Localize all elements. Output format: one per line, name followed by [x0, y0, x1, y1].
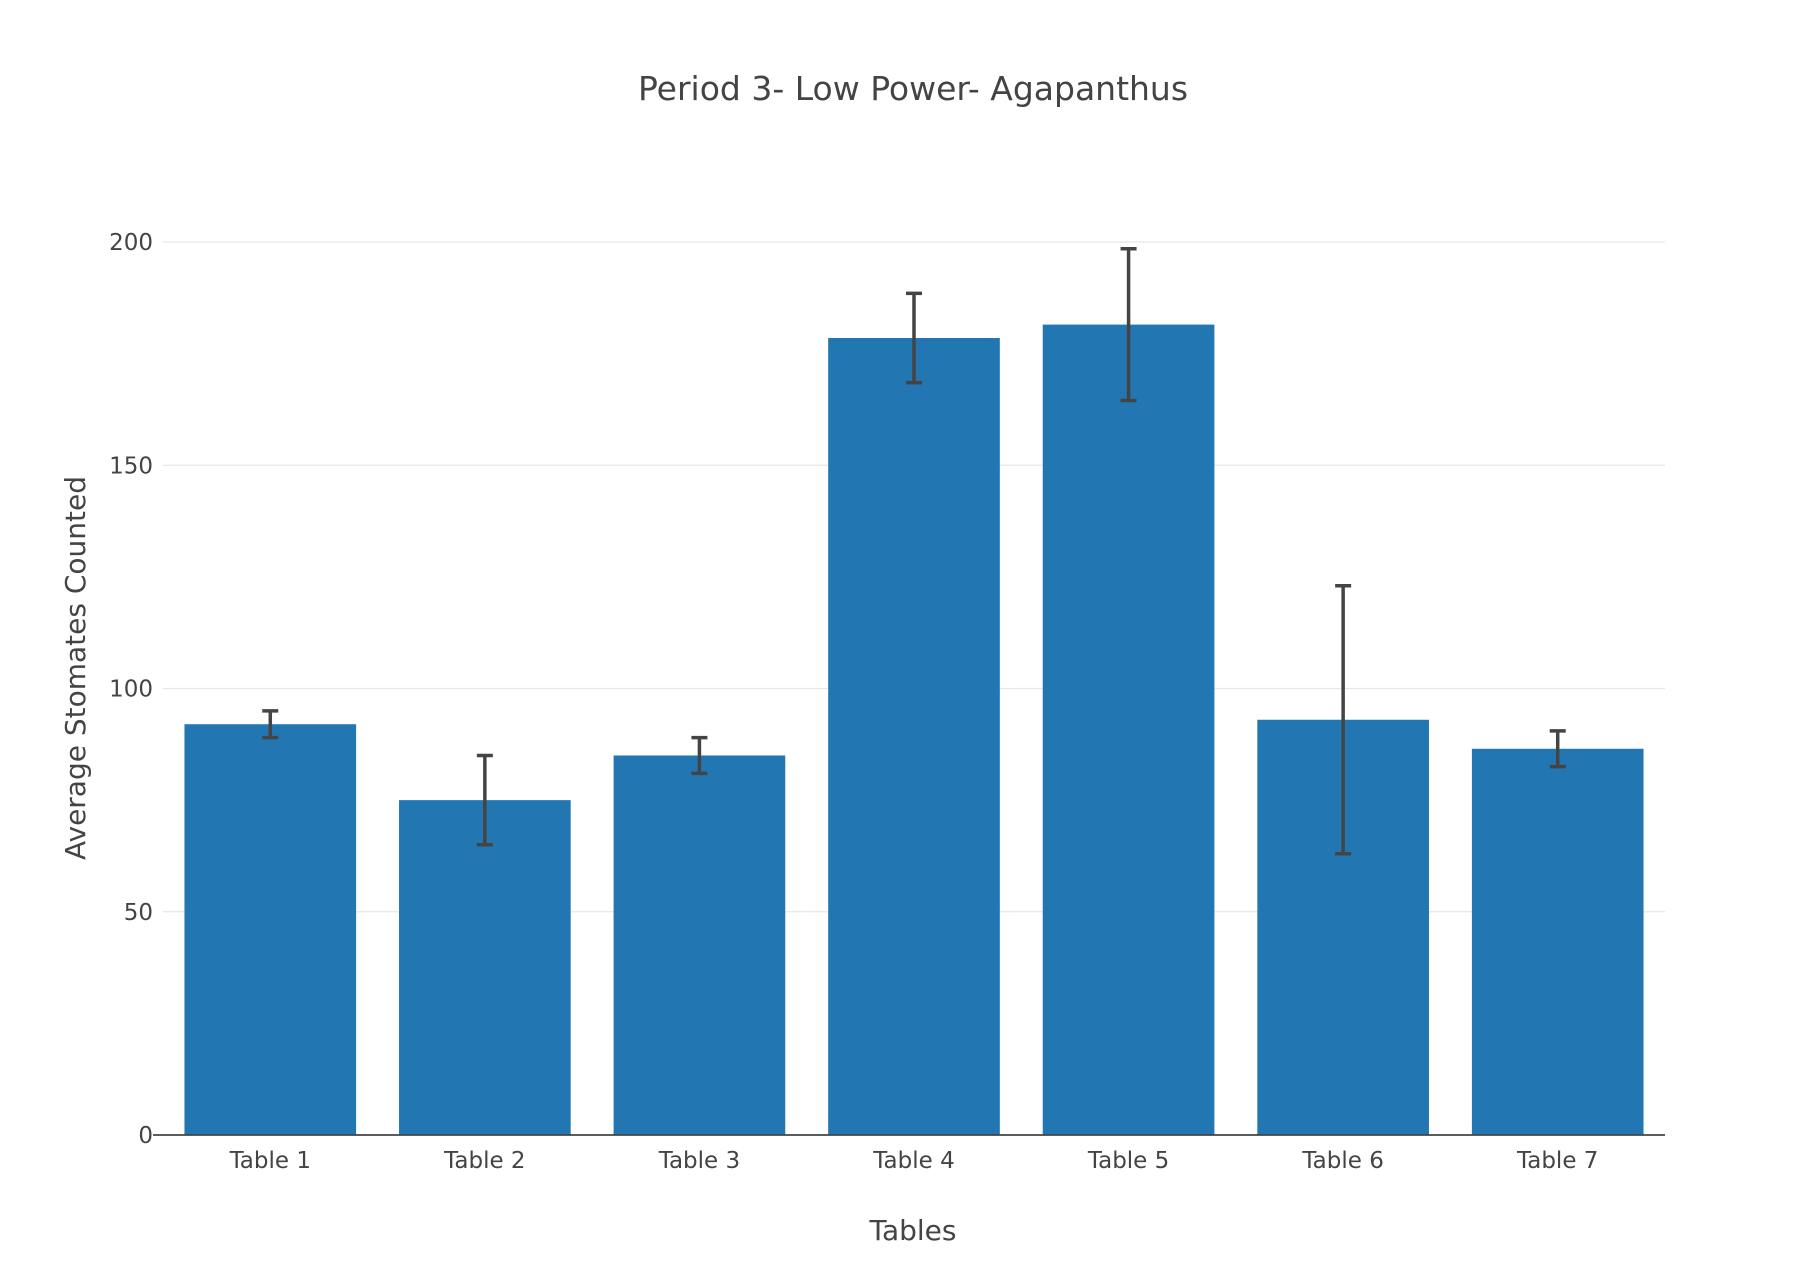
- error-bar: [1120, 246, 1137, 403]
- x-tick-labels: Table 1 Table 2 Table 3 Table 4 Table 5 Table…: [229, 1148, 1599, 1174]
- error-bar: [906, 291, 922, 385]
- x-tick-label: Table 1: [229, 1148, 311, 1174]
- bars: [184, 324, 1644, 1135]
- y-tick-label: 150: [109, 453, 153, 479]
- x-tick-label: Table 4: [872, 1148, 954, 1174]
- x-tick-label: Table 5: [1087, 1148, 1169, 1174]
- bar: [1471, 748, 1644, 1135]
- bar: [828, 337, 1000, 1135]
- x-tick-label: Table 7: [1516, 1148, 1598, 1174]
- x-axis-title: Tables: [869, 1214, 957, 1247]
- x-tick-label: Table 6: [1301, 1148, 1383, 1174]
- chart-title: Period 3- Low Power- Agapanthus: [638, 69, 1188, 108]
- error-bars: [262, 246, 1566, 856]
- y-tick-labels: 0 50 100 150 200: [109, 230, 153, 1149]
- bar: [399, 800, 571, 1135]
- error-bar: [476, 753, 493, 847]
- bar: [184, 724, 357, 1135]
- x-tick-label: Table 2: [443, 1148, 525, 1174]
- error-bar: [1335, 584, 1352, 856]
- y-tick-label: 100: [109, 677, 153, 703]
- bar: [1042, 324, 1215, 1135]
- y-tick-label: 0: [138, 1123, 153, 1149]
- error-bar: [1549, 729, 1566, 769]
- error-bar: [262, 709, 279, 740]
- y-tick-label: 50: [124, 900, 153, 926]
- bar: [613, 755, 786, 1135]
- x-tick-label: Table 3: [658, 1148, 740, 1174]
- y-axis-title: Average Stomates Counted: [59, 476, 92, 860]
- error-bar: [691, 735, 708, 776]
- y-tick-label: 200: [109, 230, 153, 256]
